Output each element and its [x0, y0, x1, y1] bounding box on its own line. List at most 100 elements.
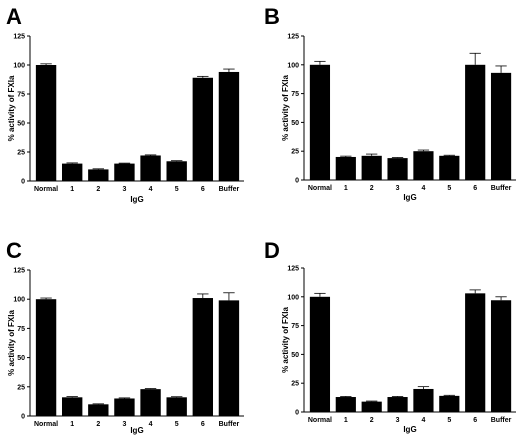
- x-tick-label: 6: [201, 186, 205, 193]
- y-axis-title: % activity of FXIa: [7, 75, 16, 141]
- y-tick-label: 75: [291, 323, 299, 330]
- x-tick-label: 1: [70, 186, 74, 193]
- bar-5: [439, 395, 460, 412]
- bar-2: [361, 401, 382, 412]
- x-axis-title: IgG: [403, 193, 416, 202]
- y-tick-label: 50: [291, 120, 299, 127]
- x-tick-label: 3: [122, 186, 126, 193]
- bar-1: [335, 156, 356, 180]
- x-tick-label: 5: [447, 417, 451, 424]
- bar-3: [114, 163, 135, 181]
- x-tick-label: 3: [396, 417, 400, 424]
- y-tick-label: 100: [13, 297, 25, 304]
- x-axis-title: IgG: [130, 426, 143, 435]
- bar-6: [465, 293, 486, 412]
- bar-buffer: [490, 300, 512, 412]
- bar-6: [465, 64, 486, 180]
- x-tick-label: 1: [344, 417, 348, 424]
- x-tick-label: 2: [96, 421, 100, 428]
- x-tick-label: Normal: [34, 186, 58, 193]
- y-tick-label: 0: [21, 179, 25, 186]
- bar-normal: [35, 299, 57, 416]
- y-tick-label: 0: [295, 410, 299, 417]
- panel-letter: B: [264, 4, 280, 29]
- x-tick-label: 6: [473, 185, 477, 192]
- y-tick-label: 25: [291, 149, 299, 156]
- y-tick-label: 0: [21, 414, 25, 421]
- bar-4: [413, 388, 434, 412]
- y-tick-label: 50: [17, 121, 25, 128]
- bar-6: [192, 298, 214, 416]
- y-tick-label: 25: [291, 381, 299, 388]
- y-tick-label: 75: [17, 326, 25, 333]
- bar-buffer: [218, 300, 240, 416]
- x-tick-label: 5: [175, 186, 179, 193]
- x-tick-label: 1: [70, 421, 74, 428]
- chart-panel-b: B 0 25 50 75 100 125 Normal 1 2 3 4 5 6 Buffer IgG % act…: [264, 4, 516, 202]
- bar-1: [61, 397, 83, 416]
- x-tick-label: Buffer: [219, 421, 240, 428]
- x-tick-label: Buffer: [491, 185, 512, 192]
- x-tick-label: 3: [396, 185, 400, 192]
- y-tick-label: 25: [17, 384, 25, 391]
- y-tick-label: 100: [13, 63, 25, 70]
- bar-normal: [35, 65, 57, 181]
- bar-3: [387, 397, 408, 412]
- bar-1: [61, 163, 83, 181]
- y-tick-label: 0: [295, 178, 299, 185]
- x-tick-label: Normal: [34, 421, 58, 428]
- x-tick-label: Buffer: [219, 186, 240, 193]
- y-tick-label: 75: [291, 91, 299, 98]
- x-tick-label: 4: [149, 186, 153, 193]
- chart-panel-a: A 0 25 50 75 100 125 Normal 1 2 3 4 5 6 Buffer IgG % act…: [6, 4, 244, 204]
- y-tick-label: 100: [287, 294, 299, 301]
- bar-5: [166, 397, 187, 416]
- bar-normal: [309, 296, 331, 412]
- x-tick-label: 6: [201, 421, 205, 428]
- y-tick-label: 125: [13, 34, 25, 41]
- bar-4: [140, 389, 161, 416]
- bar-normal: [309, 64, 331, 180]
- bar-2: [361, 155, 382, 180]
- y-tick-label: 125: [287, 34, 299, 41]
- y-tick-label: 50: [291, 352, 299, 359]
- panel-letter: A: [6, 4, 22, 29]
- panel-letter: C: [6, 238, 22, 263]
- bar-buffer: [218, 71, 240, 181]
- bar-buffer: [490, 72, 512, 180]
- y-axis-title: % activity of FXIa: [7, 310, 16, 376]
- y-tick-label: 75: [17, 92, 25, 99]
- x-tick-label: 5: [447, 185, 451, 192]
- bar-4: [140, 155, 161, 181]
- y-tick-label: 125: [287, 266, 299, 273]
- y-tick-label: 100: [287, 62, 299, 69]
- x-tick-label: 2: [370, 417, 374, 424]
- bar-5: [166, 161, 187, 181]
- x-tick-label: 2: [96, 186, 100, 193]
- y-axis-title: % activity of FXIa: [281, 307, 290, 373]
- bar-1: [335, 397, 356, 412]
- y-tick-label: 50: [17, 355, 25, 362]
- bar-4: [413, 151, 434, 180]
- x-tick-label: 4: [421, 417, 425, 424]
- bar-3: [114, 398, 135, 416]
- bar-2: [88, 169, 109, 181]
- x-tick-label: 3: [122, 421, 126, 428]
- x-axis-title: IgG: [403, 425, 416, 434]
- y-axis-title: % activity of FXIa: [281, 75, 290, 141]
- x-tick-label: 4: [149, 421, 153, 428]
- bar-3: [387, 158, 408, 180]
- x-tick-label: Normal: [308, 417, 332, 424]
- x-tick-label: 2: [370, 185, 374, 192]
- bar-5: [439, 155, 460, 180]
- x-tick-label: 6: [473, 417, 477, 424]
- x-tick-label: 5: [175, 421, 179, 428]
- x-tick-label: 4: [421, 185, 425, 192]
- x-tick-label: 1: [344, 185, 348, 192]
- panel-letter: D: [264, 238, 280, 263]
- y-tick-label: 25: [17, 150, 25, 157]
- chart-panel-d: D 0 25 50 75 100 125 Normal 1 2 3 4 5 6 Buffer IgG % act…: [264, 238, 516, 434]
- x-tick-label: Normal: [308, 185, 332, 192]
- chart-panel-c: C 0 25 50 75 100 125 Normal 1 2 3 4 5 6 Buffer IgG % act…: [6, 238, 244, 435]
